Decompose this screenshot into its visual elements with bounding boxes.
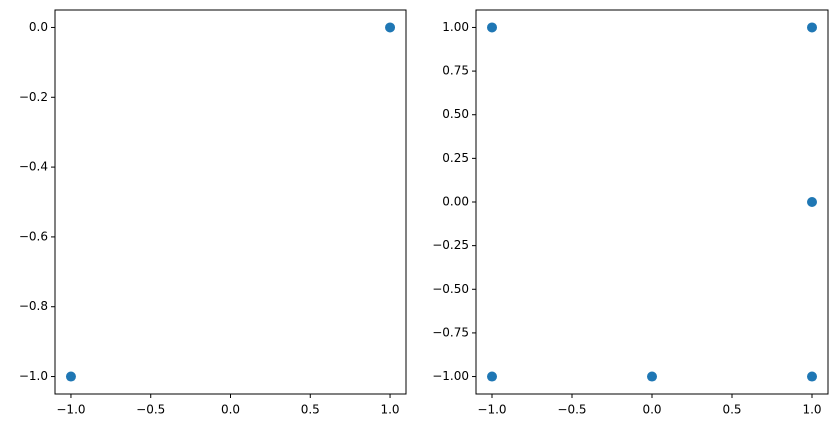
y-tick-label: −1.0	[19, 369, 48, 383]
y-tick-label: −0.6	[19, 229, 48, 243]
x-tick-label: 0.5	[722, 403, 741, 417]
x-tick-label: −0.5	[136, 403, 165, 417]
axes-frame	[54, 9, 407, 395]
y-tick-label: 1.00	[442, 20, 469, 34]
y-tick-label: −0.2	[19, 90, 48, 104]
point	[487, 22, 497, 33]
x-tick-label: −0.5	[557, 403, 586, 417]
point	[807, 22, 817, 33]
y-tick-label: −0.25	[432, 238, 469, 252]
y-tick-label: 0.0	[29, 20, 48, 34]
point	[807, 197, 817, 207]
y-tick-label: 0.50	[442, 107, 469, 121]
y-tick-label: −0.8	[19, 299, 48, 313]
x-tick-label: −1.0	[477, 403, 506, 417]
y-tick-label: 0.00	[442, 195, 469, 209]
y-tick-label: 0.75	[442, 64, 469, 78]
y-tick-label: −0.50	[432, 282, 469, 296]
point	[647, 371, 657, 382]
x-tick-label: 1.0	[802, 403, 821, 417]
x-tick-label: 0.0	[221, 403, 240, 417]
y-tick-label: −1.00	[432, 369, 469, 383]
point	[385, 22, 396, 33]
y-tick-label: −0.75	[432, 325, 469, 339]
x-tick-label: −1.0	[56, 403, 85, 417]
x-tick-label: 1.0	[380, 403, 399, 417]
y-tick-label: −0.4	[19, 160, 48, 174]
point	[65, 371, 76, 382]
point	[487, 371, 497, 382]
x-tick-label: 0.0	[642, 403, 661, 417]
axes-frame	[475, 9, 829, 395]
point	[807, 371, 817, 382]
y-tick-label: 0.25	[442, 151, 469, 165]
x-tick-label: 0.5	[301, 403, 320, 417]
